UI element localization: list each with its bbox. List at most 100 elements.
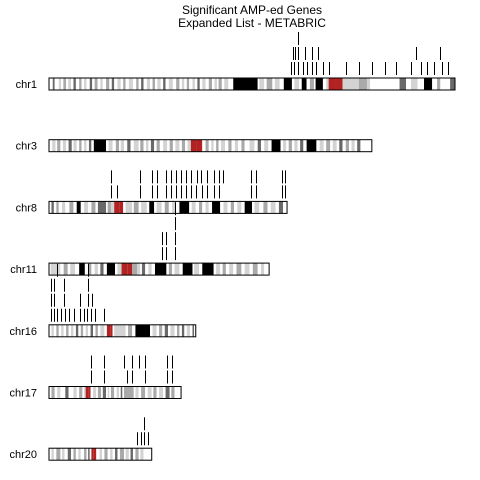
- cytoband: [252, 201, 255, 214]
- cytoband: [53, 201, 57, 214]
- cytoband: [241, 201, 245, 214]
- cytoband: [260, 263, 265, 276]
- cytoband: [88, 263, 92, 276]
- cytoband: [128, 324, 133, 337]
- cytoband: [68, 139, 72, 152]
- cytoband: [152, 324, 157, 337]
- cytoband: [259, 78, 265, 90]
- cytoband: [51, 201, 54, 214]
- cytoband: [84, 386, 86, 399]
- cytoband: [132, 78, 137, 90]
- cytoband: [101, 448, 105, 461]
- cytoband: [181, 324, 185, 337]
- cytoband: [54, 78, 59, 90]
- cytoband: [271, 139, 281, 152]
- cytoband: [299, 78, 302, 90]
- cytoband: [249, 263, 253, 276]
- cytoband: [163, 386, 166, 399]
- cytoband: [122, 386, 125, 399]
- cytoband: [79, 386, 83, 399]
- cytoband: [186, 324, 191, 337]
- cytoband: [208, 201, 213, 214]
- cytoband: [102, 386, 107, 399]
- cytoband: [342, 78, 359, 90]
- cytoband: [124, 448, 126, 461]
- cytoband: [109, 78, 112, 90]
- cytoband: [268, 139, 272, 152]
- cytoband: [205, 78, 209, 90]
- cytoband: [141, 263, 146, 276]
- cytoband: [125, 78, 129, 90]
- cytoband: [184, 324, 187, 337]
- cytoband: [172, 78, 177, 90]
- cytoband: [58, 324, 62, 337]
- cytoband: [140, 139, 144, 152]
- cytoband: [135, 448, 139, 461]
- cytoband: [172, 201, 176, 214]
- cytoband: [49, 263, 51, 276]
- cytoband: [117, 263, 122, 276]
- cytoband: [107, 201, 111, 214]
- cytoband: [297, 139, 301, 152]
- cytoband: [114, 386, 117, 399]
- cytoband: [73, 448, 76, 461]
- cytoband: [257, 139, 261, 152]
- cytoband: [150, 324, 153, 337]
- cytoband: [76, 386, 80, 399]
- cytoband: [140, 448, 144, 461]
- cytoband: [194, 78, 198, 90]
- cytoband: [133, 201, 139, 214]
- cytoband: [80, 448, 85, 461]
- cytoband: [125, 201, 133, 214]
- cytoband: [154, 78, 158, 90]
- cytoband: [75, 324, 79, 337]
- cytoband: [313, 78, 316, 90]
- cytoband: [138, 386, 142, 399]
- cytoband: [194, 263, 200, 276]
- cytoband: [238, 139, 242, 152]
- cytoband: [130, 139, 134, 152]
- cytoband: [259, 201, 264, 214]
- chromosome-tracks: chr1 chr3 chr8 chr11 chr16 chr17 chr20: [9, 32, 456, 461]
- cytoband: [179, 263, 183, 276]
- cytoband: [88, 448, 90, 461]
- centromere-band: [328, 78, 336, 90]
- cytoband: [168, 78, 173, 90]
- centromere-band: [110, 324, 113, 337]
- cytoband: [154, 139, 157, 152]
- cytoband: [278, 201, 283, 214]
- cytoband: [49, 324, 52, 337]
- chromosome-track-chr11: chr11: [10, 202, 270, 276]
- cytoband: [89, 448, 92, 461]
- cytoband: [227, 201, 231, 214]
- cytoband: [211, 139, 214, 152]
- cytoband: [49, 78, 53, 90]
- cytoband: [218, 78, 222, 90]
- cytoband: [114, 78, 118, 90]
- cytoband: [137, 263, 141, 276]
- cytoband: [130, 448, 133, 461]
- cytoband: [138, 139, 141, 152]
- cytoband: [88, 324, 91, 337]
- chromosome-outline: [48, 139, 373, 153]
- cytoband: [303, 139, 307, 152]
- cytoband: [349, 139, 352, 152]
- cytoband: [179, 78, 182, 90]
- cytoband: [263, 201, 268, 214]
- cytoband: [138, 448, 141, 461]
- cytoband: [83, 324, 86, 337]
- cytoband: [66, 324, 69, 337]
- cytoband: [202, 201, 206, 214]
- cytoband: [205, 201, 209, 214]
- cytoband: [360, 139, 372, 152]
- cytoband: [115, 448, 118, 461]
- cytoband: [213, 139, 217, 152]
- cytoband: [151, 263, 155, 276]
- cytoband: [67, 263, 71, 276]
- cytoband: [138, 78, 142, 90]
- cytoband: [179, 324, 182, 337]
- cytoband: [190, 324, 193, 337]
- cytoband: [49, 448, 52, 461]
- cytoband: [106, 263, 116, 276]
- cytoband: [332, 139, 337, 152]
